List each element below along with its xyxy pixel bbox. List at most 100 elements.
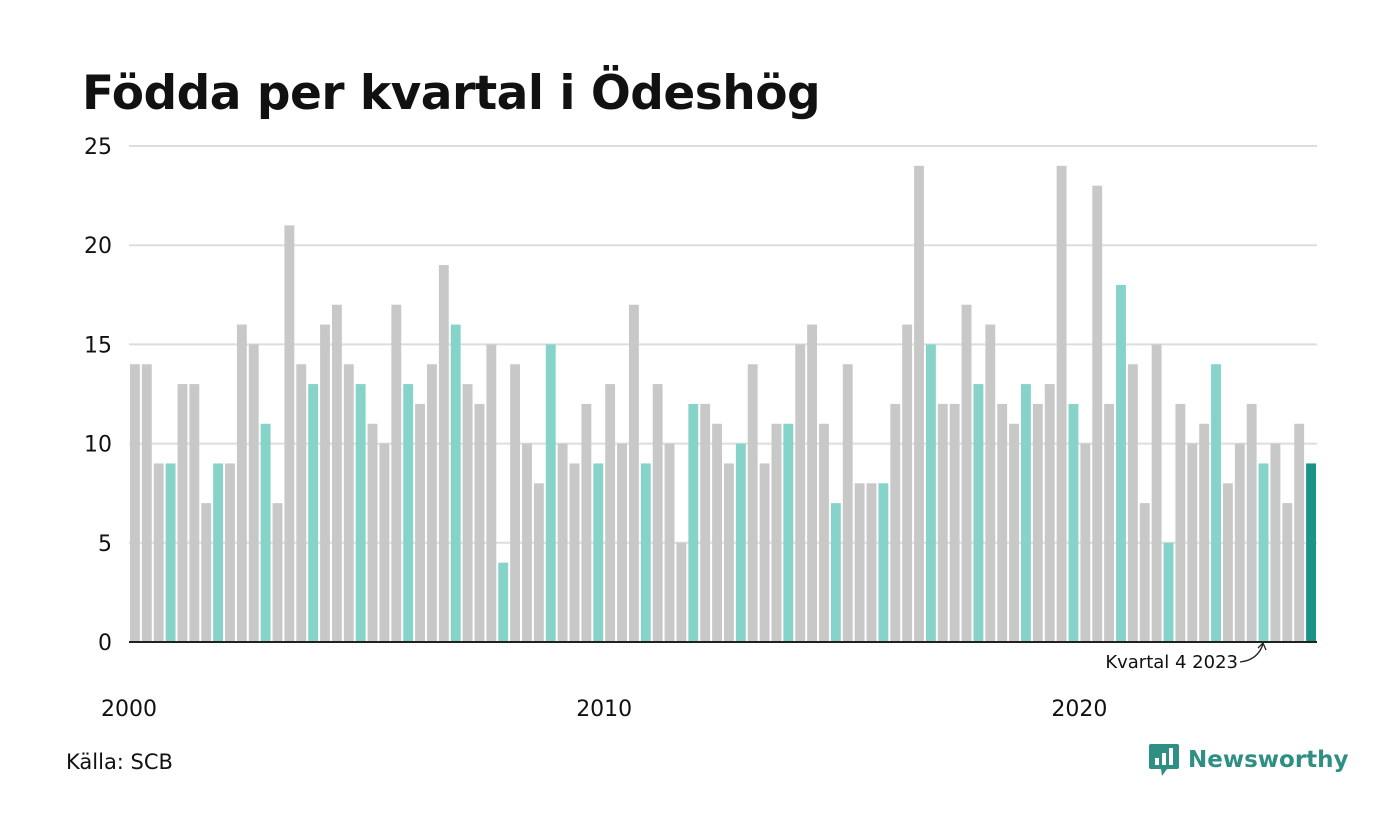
bar (260, 423, 271, 642)
annotation-label: Kvartal 4 2023 (1105, 652, 1238, 673)
bar (130, 364, 140, 642)
bar (1092, 185, 1103, 642)
bar (1282, 503, 1293, 642)
bar (985, 324, 996, 642)
bar (747, 364, 758, 642)
bar (688, 403, 699, 642)
bar (1246, 403, 1257, 642)
bar (925, 344, 936, 642)
bar (783, 423, 794, 642)
bar (225, 463, 235, 642)
bar (961, 304, 972, 642)
bar (1056, 165, 1067, 642)
bar (997, 403, 1008, 642)
bar (581, 403, 592, 642)
bar (510, 364, 521, 642)
chart-title: Födda per kvartal i Ödeshög (82, 66, 821, 121)
y-tick-label: 20 (84, 234, 112, 259)
bar (771, 423, 782, 642)
bar (308, 384, 319, 642)
bar (438, 265, 449, 642)
y-axis-labels: 0 5 10 15 20 25 (84, 135, 112, 656)
bar (807, 324, 818, 642)
bar (854, 483, 865, 642)
bar (367, 423, 378, 642)
bar (427, 364, 437, 642)
bar (213, 463, 224, 642)
bar (1104, 403, 1115, 642)
bar (878, 483, 889, 642)
bar (1032, 403, 1043, 642)
newsworthy-logo-icon (1149, 744, 1179, 776)
bar (141, 364, 152, 642)
bar (498, 562, 509, 642)
bar (973, 384, 984, 642)
bar (331, 304, 342, 642)
bar (284, 225, 295, 643)
bar (605, 384, 616, 642)
bar (1175, 403, 1186, 642)
bar (819, 423, 829, 642)
bar (1222, 483, 1233, 642)
bar (795, 344, 806, 642)
bar (1187, 443, 1198, 642)
bar (153, 463, 164, 642)
y-tick-label: 10 (84, 433, 112, 458)
bar (343, 364, 354, 642)
brand-logo[interactable]: Newsworthy (1148, 742, 1349, 778)
bar (1009, 423, 1019, 642)
source-label: Källa: SCB (66, 750, 173, 774)
bar (272, 503, 283, 642)
bar (1258, 463, 1269, 642)
bar (949, 403, 960, 642)
bar (1211, 364, 1221, 642)
annotation-arrow (1239, 643, 1264, 663)
bar (1080, 443, 1091, 642)
bar (236, 324, 247, 642)
bar (1127, 364, 1138, 642)
bar (177, 384, 188, 642)
bar (189, 384, 200, 642)
x-axis-labels: 2000 2010 2020 (101, 697, 1107, 722)
bar (664, 443, 675, 642)
bar (1021, 384, 1031, 642)
bar (724, 463, 734, 642)
bar (557, 443, 568, 642)
bar (545, 344, 556, 642)
bar (937, 403, 948, 642)
bar (486, 344, 497, 642)
y-tick-label: 25 (84, 135, 112, 160)
bar (248, 344, 259, 642)
bar (676, 542, 687, 642)
bar (569, 463, 580, 642)
bar (296, 364, 307, 642)
bar (1116, 284, 1126, 642)
bar (830, 503, 841, 642)
annotation: Kvartal 4 2023 (1105, 641, 1267, 673)
bar (866, 483, 877, 642)
bar (914, 165, 924, 642)
bar-chart: 0 5 10 15 20 25 2000 2010 2020 Kvartal 4 2023 (84, 135, 1317, 722)
x-tick-label: 2000 (101, 697, 157, 722)
x-tick-label: 2020 (1051, 697, 1107, 722)
bar (700, 403, 711, 642)
bar (450, 324, 461, 642)
bar (1234, 443, 1245, 642)
bar (1163, 542, 1174, 642)
bar (165, 463, 176, 642)
bar (1044, 384, 1055, 642)
bar (379, 443, 390, 642)
bar (1306, 463, 1316, 642)
bar (1151, 344, 1162, 642)
bar (462, 384, 473, 642)
bar (474, 403, 485, 642)
bar (902, 324, 913, 642)
bar (1068, 403, 1079, 642)
bar (355, 384, 366, 642)
bar (890, 403, 901, 642)
bar (735, 443, 746, 642)
bar (201, 503, 212, 642)
bar (593, 463, 604, 642)
bar (533, 483, 544, 642)
bar (640, 463, 651, 642)
